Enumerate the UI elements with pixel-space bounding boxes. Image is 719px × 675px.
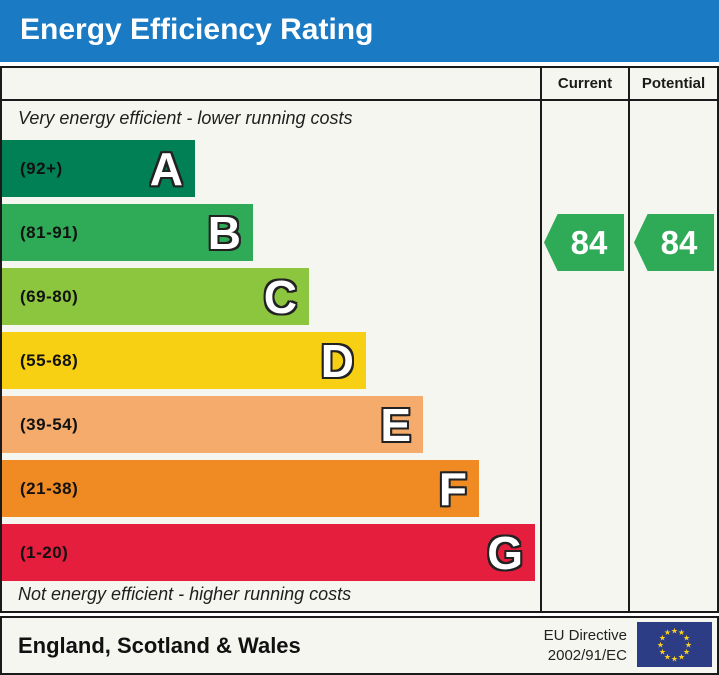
- potential-rating-arrow: 84: [634, 214, 714, 271]
- svg-text:★: ★: [683, 647, 690, 656]
- header-divider: [2, 99, 717, 101]
- current-rating-arrow: 84: [544, 214, 624, 271]
- current-rating-value: 84: [570, 223, 608, 261]
- eu-directive-label: EU Directive 2002/91/EC: [544, 626, 627, 666]
- svg-text:★: ★: [678, 628, 685, 637]
- svg-text:★: ★: [664, 628, 671, 637]
- eu-directive-line2: 2002/91/EC: [547, 647, 627, 664]
- svg-text:★: ★: [685, 640, 692, 649]
- svg-text:★: ★: [659, 647, 666, 656]
- band-d: (55-68) D: [2, 332, 366, 389]
- band-e: (39-54) E: [2, 396, 423, 453]
- band-e-letter: E: [380, 398, 411, 451]
- svg-text:★: ★: [683, 633, 690, 642]
- eu-directive-line1: EU Directive: [543, 627, 627, 644]
- current-column-divider: [540, 68, 542, 611]
- band-f-letter: F: [438, 462, 467, 515]
- band-c-range: (69-80): [20, 286, 79, 306]
- band-a-range: (92+): [20, 158, 63, 178]
- band-e-range: (39-54): [20, 414, 79, 434]
- band-b-letter: B: [207, 206, 241, 259]
- band-g-range: (1-20): [20, 542, 69, 562]
- band-a-letter: A: [149, 142, 183, 195]
- band-a: (92+) A: [2, 140, 195, 197]
- svg-text:★: ★: [671, 626, 678, 635]
- current-column-header: Current: [557, 75, 613, 92]
- potential-column-divider: [628, 68, 630, 611]
- band-d-letter: D: [320, 334, 354, 387]
- svg-text:★: ★: [664, 652, 671, 661]
- potential-column-header: Potential: [641, 75, 706, 92]
- bottom-note: Not energy efficient - higher running co…: [18, 584, 352, 604]
- band-f: (21-38) F: [2, 460, 479, 517]
- potential-rating-value: 84: [660, 223, 698, 261]
- top-note: Very energy efficient - lower running co…: [18, 108, 353, 128]
- band-g: (1-20) G: [2, 524, 535, 581]
- band-c-letter: C: [263, 270, 297, 323]
- svg-text:★: ★: [671, 654, 678, 663]
- band-c: (69-80) C: [2, 268, 309, 325]
- page-title: Energy Efficiency Rating: [0, 0, 719, 62]
- svg-text:★: ★: [657, 640, 664, 649]
- footer-region-label: England, Scotland & Wales: [18, 633, 301, 658]
- footer-bar: England, Scotland & Wales EU Directive 2…: [0, 616, 719, 675]
- band-b: (81-91) B: [2, 204, 253, 261]
- svg-text:★: ★: [678, 652, 685, 661]
- rating-table: Current Potential Very energy efficient …: [0, 66, 719, 613]
- band-g-letter: G: [487, 526, 523, 579]
- band-d-range: (55-68): [20, 350, 79, 370]
- band-f-range: (21-38): [20, 478, 79, 498]
- eu-flag-icon: ★ ★ ★ ★ ★ ★ ★ ★ ★ ★ ★ ★: [637, 622, 712, 667]
- svg-text:★: ★: [659, 633, 666, 642]
- band-b-range: (81-91): [20, 222, 79, 242]
